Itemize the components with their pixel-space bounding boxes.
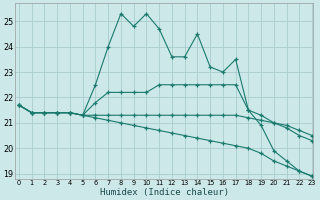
X-axis label: Humidex (Indice chaleur): Humidex (Indice chaleur) (100, 188, 229, 197)
